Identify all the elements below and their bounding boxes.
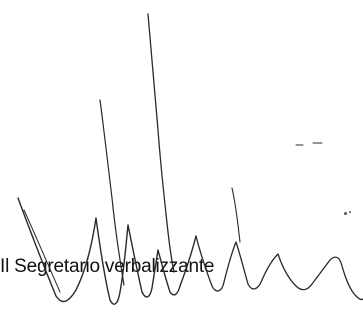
signature-stroke-left-inner [23, 209, 61, 293]
ink-speck [349, 211, 351, 213]
signature-stroke-main [17, 197, 197, 305]
signature-stroke-tall [147, 13, 175, 273]
ink-speck [344, 212, 347, 215]
signature-stroke-left-tall [99, 99, 125, 286]
signature-stroke-right [195, 235, 363, 301]
signature-stroke-ascender [231, 187, 241, 243]
